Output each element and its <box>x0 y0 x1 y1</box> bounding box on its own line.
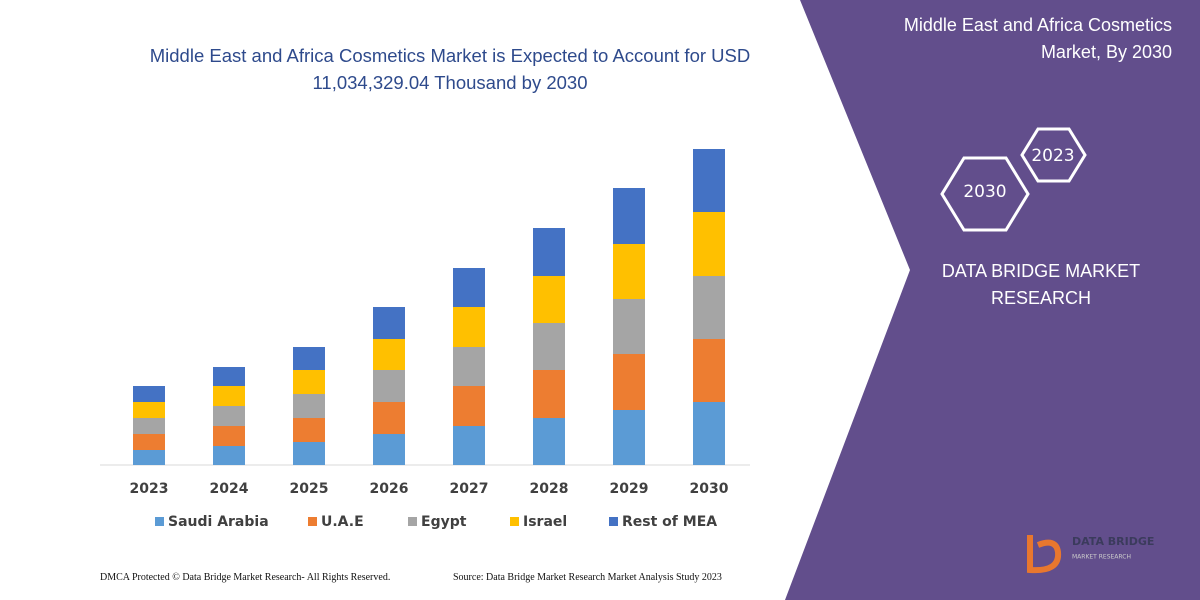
bar-segment <box>533 323 565 370</box>
logo-icon <box>1027 535 1062 574</box>
hexagon <box>1020 127 1087 183</box>
bar-segment <box>453 268 485 307</box>
chart-title: Middle East and Africa Cosmetics Market … <box>149 45 751 93</box>
legend-swatch <box>609 517 618 526</box>
legend-label: Rest of MEA <box>622 514 717 530</box>
bar-segment <box>133 402 165 418</box>
x-tick-label: 2024 <box>210 481 249 497</box>
bar-segment <box>693 212 725 276</box>
x-tick-label: 2028 <box>530 481 569 497</box>
bar-segment <box>613 299 645 354</box>
legend-label: U.A.E <box>321 514 364 530</box>
bar-segment <box>693 149 725 212</box>
bar-segment <box>213 386 245 406</box>
bar-segment <box>693 402 725 465</box>
footer-right: Source: Data Bridge Market Research Mark… <box>453 572 722 583</box>
bar-segment <box>213 367 245 386</box>
logo-tagline: MARKET RESEARCH <box>1072 554 1131 561</box>
bar-segment <box>293 370 325 394</box>
legend-swatch <box>308 517 317 526</box>
bar-segment <box>373 307 405 339</box>
bar-segment <box>533 276 565 323</box>
legend-label: Israel <box>523 514 567 530</box>
x-tick-label: 2027 <box>450 481 489 497</box>
bar-segment <box>213 446 245 465</box>
bar-segment <box>373 434 405 465</box>
x-tick-label: 2023 <box>130 481 169 497</box>
legend-label: Egypt <box>421 514 467 530</box>
bar-segment <box>613 410 645 465</box>
hex-label: 2023 <box>1031 146 1074 166</box>
bar-segment <box>533 370 565 418</box>
bar-segment <box>133 386 165 402</box>
x-tick-label: 2030 <box>690 481 729 497</box>
logo-name: DATA BRIDGE <box>1072 535 1154 548</box>
bar-segment <box>293 442 325 465</box>
legend-swatch <box>408 517 417 526</box>
bar-segment <box>693 339 725 402</box>
bar-segment <box>453 307 485 347</box>
bar-segment <box>533 418 565 465</box>
bar-segment <box>453 386 485 426</box>
bar-segment <box>533 228 565 276</box>
footer-left: DMCA Protected © Data Bridge Market Rese… <box>100 572 391 583</box>
bar-segment <box>373 370 405 402</box>
bar-segment <box>133 450 165 465</box>
legend-label: Saudi Arabia <box>168 514 269 530</box>
brand: DATA BRIDGE MARKET RESEARCH <box>941 261 1141 308</box>
bar-segment <box>373 339 405 370</box>
hex-label: 2030 <box>963 182 1006 202</box>
bar-segment <box>293 347 325 370</box>
bar-segment <box>293 418 325 442</box>
legend-swatch <box>510 517 519 526</box>
bar-segment <box>133 434 165 450</box>
bar-segment <box>613 188 645 244</box>
hexagon <box>940 156 1030 232</box>
bar-segment <box>213 406 245 426</box>
legend-swatch <box>155 517 164 526</box>
bar-segment <box>373 402 405 434</box>
panel-title: Middle East and Africa Cosmetics Market,… <box>903 15 1172 62</box>
x-tick-label: 2026 <box>370 481 409 497</box>
x-tick-label: 2029 <box>610 481 649 497</box>
bar-segment <box>293 394 325 418</box>
x-tick-label: 2025 <box>290 481 329 497</box>
bar-segment <box>453 347 485 386</box>
bar-segment <box>613 354 645 410</box>
side-panel <box>785 0 1200 600</box>
bar-segment <box>213 426 245 446</box>
bar-segment <box>453 426 485 465</box>
bar-segment <box>133 418 165 434</box>
bar-segment <box>613 244 645 299</box>
bar-segment <box>693 276 725 339</box>
